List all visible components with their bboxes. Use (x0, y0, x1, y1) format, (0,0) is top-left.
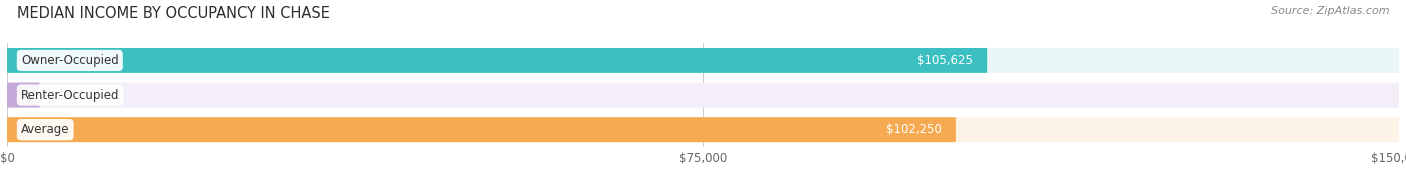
Text: $0: $0 (58, 89, 73, 102)
FancyBboxPatch shape (7, 83, 1399, 108)
FancyBboxPatch shape (7, 83, 39, 108)
Text: Renter-Occupied: Renter-Occupied (21, 89, 120, 102)
FancyBboxPatch shape (7, 48, 987, 73)
Text: Average: Average (21, 123, 69, 136)
Text: $105,625: $105,625 (917, 54, 973, 67)
FancyBboxPatch shape (7, 117, 956, 142)
Text: Owner-Occupied: Owner-Occupied (21, 54, 118, 67)
Text: $102,250: $102,250 (886, 123, 942, 136)
Text: MEDIAN INCOME BY OCCUPANCY IN CHASE: MEDIAN INCOME BY OCCUPANCY IN CHASE (17, 6, 330, 21)
FancyBboxPatch shape (7, 117, 1399, 142)
FancyBboxPatch shape (7, 48, 1399, 73)
Text: Source: ZipAtlas.com: Source: ZipAtlas.com (1271, 6, 1389, 16)
